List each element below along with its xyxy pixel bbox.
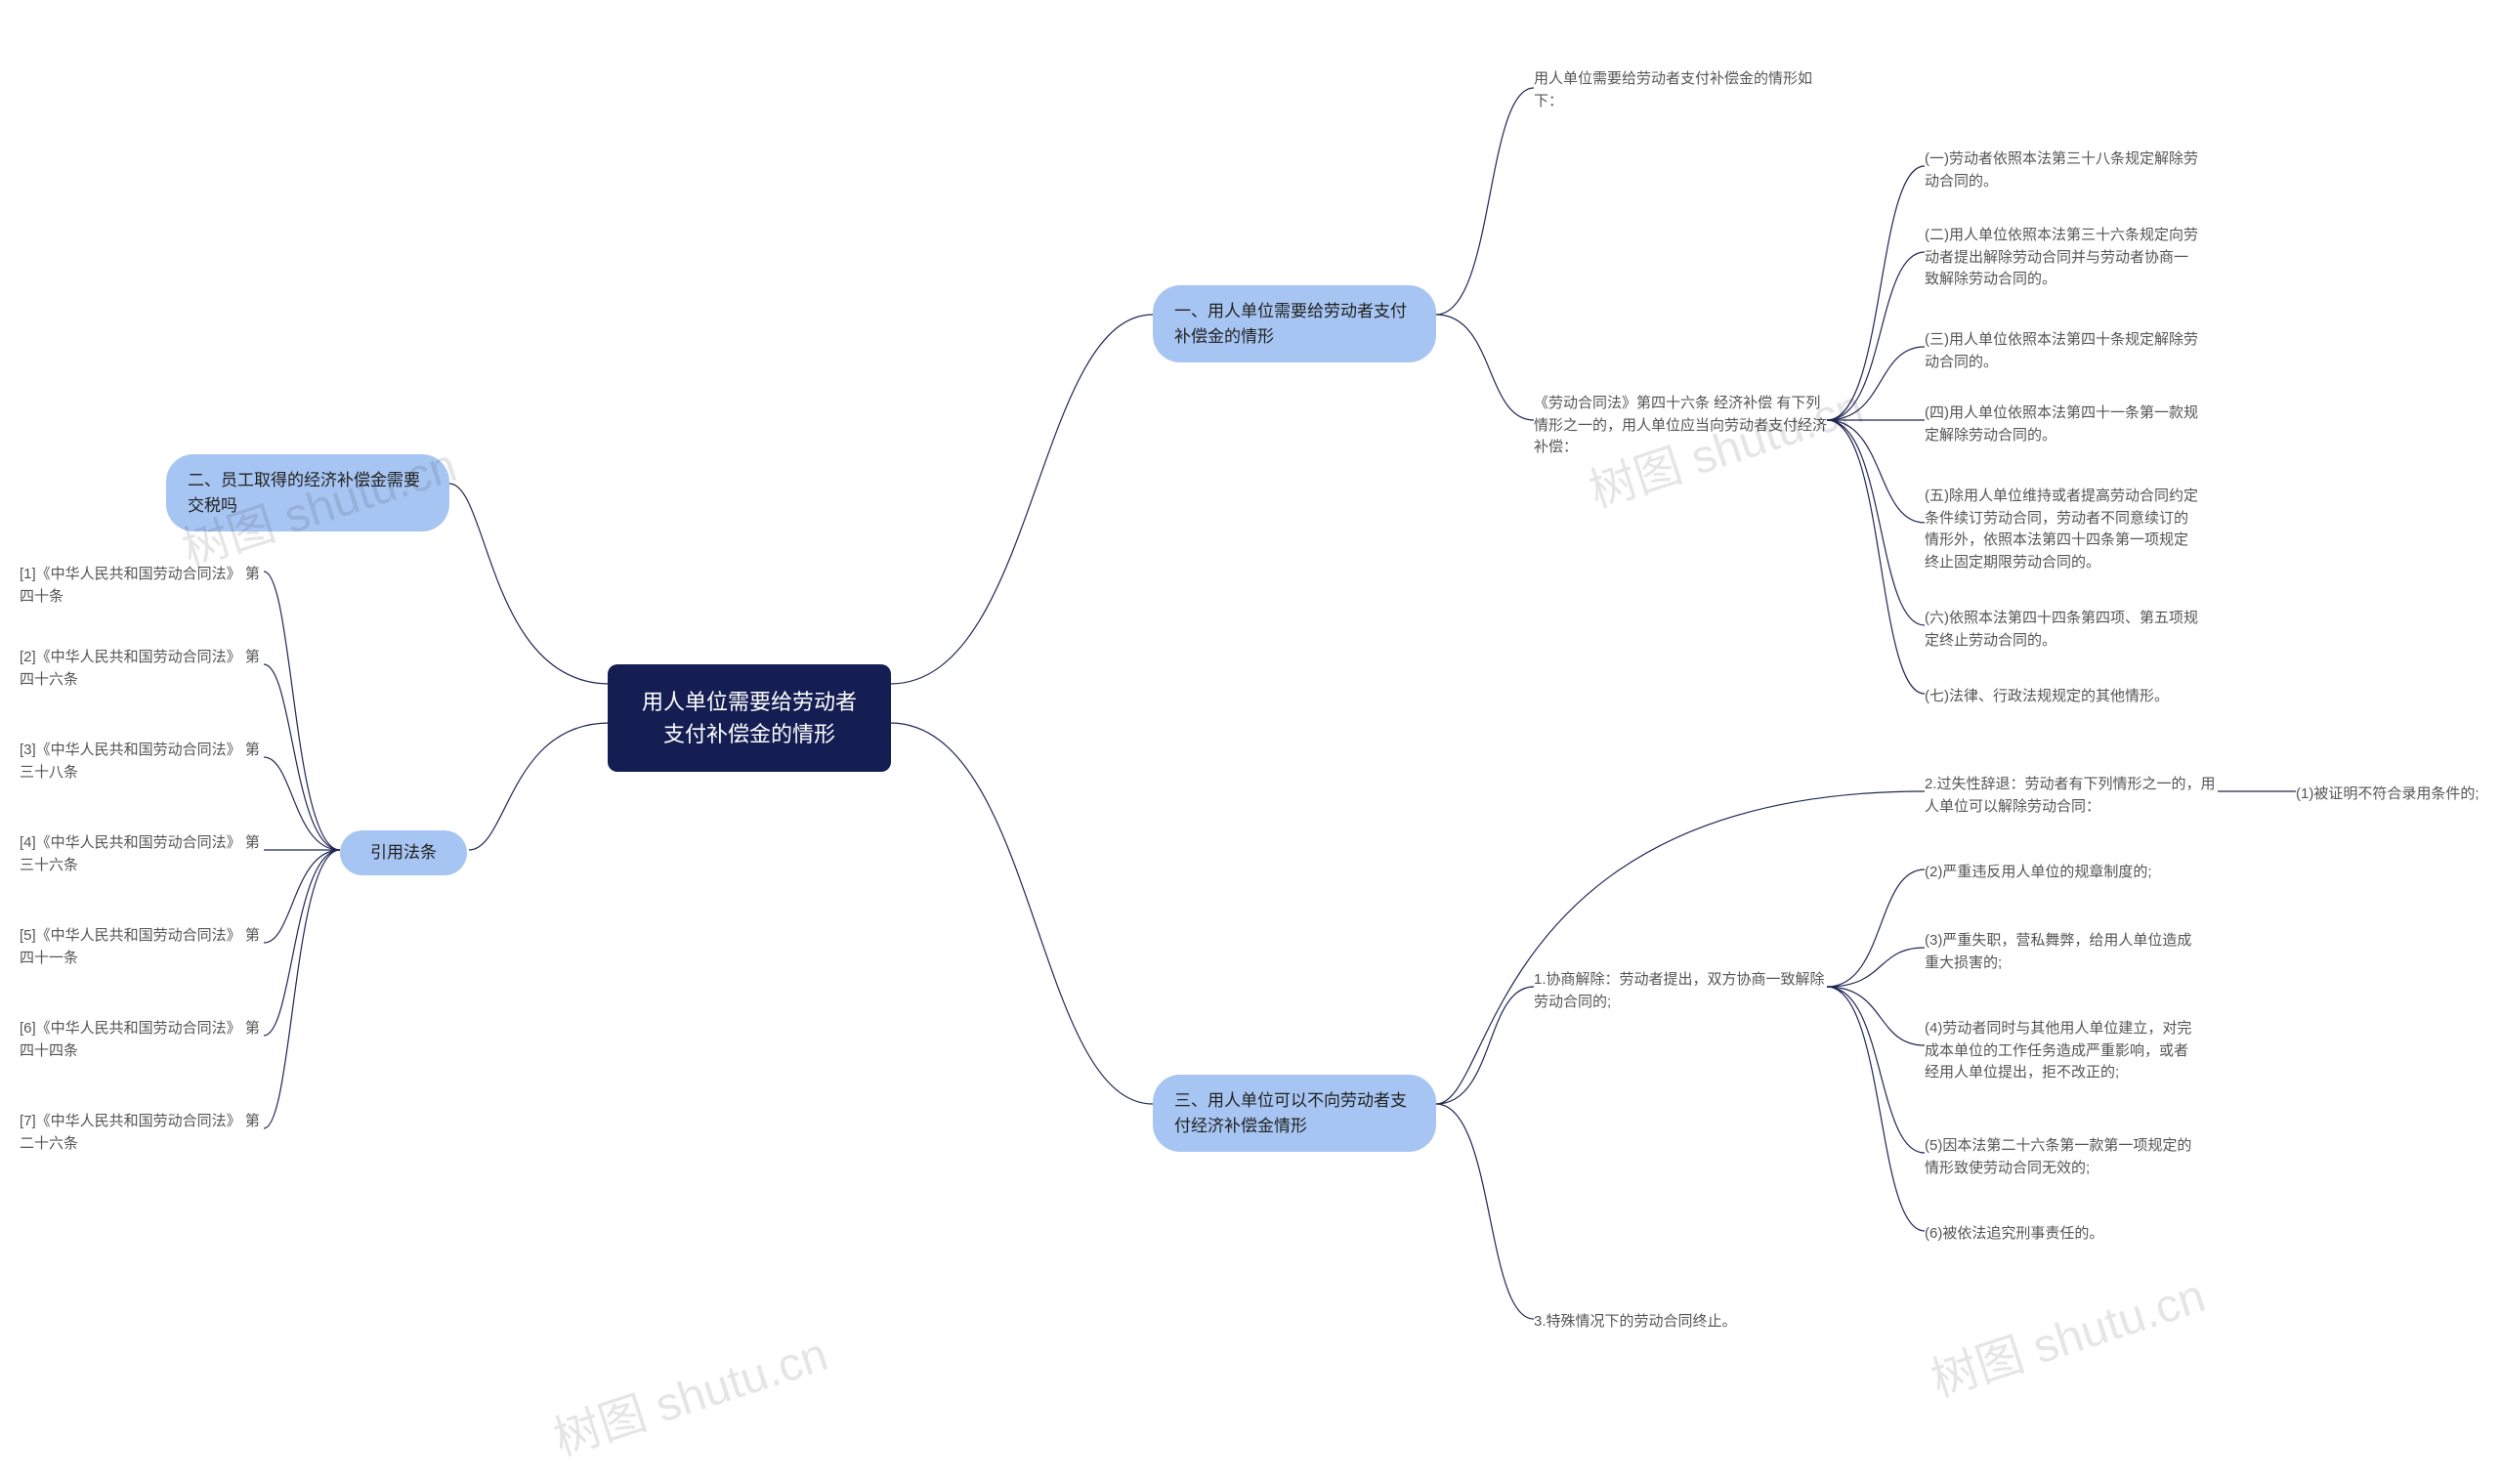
- leaf-text: (4)劳动者同时与其他用人单位建立，对完成本单位的工作任务造成严重影响，或者经用…: [1925, 1020, 2191, 1081]
- leaf-text: 3.特殊情况下的劳动合同终止。: [1534, 1313, 1737, 1330]
- leaf-node[interactable]: (5)因本法第二十六条第一款第一项规定的情形致使劳动合同无效的;: [1925, 1133, 2198, 1181]
- leaf-node[interactable]: [2]《中华人民共和国劳动合同法》 第四十六条: [20, 645, 264, 693]
- leaf-node[interactable]: (一)劳动者依照本法第三十八条规定解除劳动合同的。: [1925, 147, 2198, 194]
- leaf-text: 2.过失性辞退：劳动者有下列情形之一的，用人单位可以解除劳动合同：: [1925, 776, 2216, 815]
- watermark: 树图 shutu.cn: [543, 1316, 834, 1468]
- leaf-node[interactable]: (七)法律、行政法规规定的其他情形。: [1925, 684, 2198, 710]
- leaf-text: (五)除用人单位维持或者提高劳动合同约定条件续订劳动合同，劳动者不同意续订的情形…: [1925, 488, 2198, 571]
- leaf-node[interactable]: (六)依照本法第四十四条第四项、第五项规定终止劳动合同的。: [1925, 606, 2198, 654]
- leaf-text: (四)用人单位依照本法第四十一条第一款规定解除劳动合同的。: [1925, 404, 2198, 444]
- leaf-node[interactable]: (1)被证明不符合录用条件的;: [2296, 782, 2491, 808]
- leaf-text: 《劳动合同法》第四十六条 经济补偿 有下列情形之一的，用人单位应当向劳动者支付经…: [1534, 395, 1827, 455]
- leaf-node[interactable]: 1.协商解除：劳动者提出，双方协商一致解除劳动合同的;: [1534, 967, 1827, 1015]
- leaf-text: (2)严重违反用人单位的规章制度的;: [1925, 864, 2152, 880]
- leaf-text: 1.协商解除：劳动者提出，双方协商一致解除劳动合同的;: [1534, 971, 1825, 1010]
- leaf-text: (一)劳动者依照本法第三十八条规定解除劳动合同的。: [1925, 150, 2198, 190]
- root-label: 用人单位需要给劳动者支付补偿金的情形: [642, 690, 857, 746]
- leaf-text: [7]《中华人民共和国劳动合同法》 第二十六条: [20, 1113, 260, 1152]
- leaf-node[interactable]: (3)严重失职，营私舞弊，给用人单位造成重大损害的;: [1925, 928, 2198, 976]
- leaf-node[interactable]: [6]《中华人民共和国劳动合同法》 第四十四条: [20, 1016, 264, 1064]
- leaf-text: [4]《中华人民共和国劳动合同法》 第三十六条: [20, 834, 260, 873]
- leaf-node[interactable]: (五)除用人单位维持或者提高劳动合同约定条件续订劳动合同，劳动者不同意续订的情形…: [1925, 484, 2198, 575]
- leaf-text: (1)被证明不符合录用条件的;: [2296, 785, 2480, 802]
- leaf-node[interactable]: (4)劳动者同时与其他用人单位建立，对完成本单位的工作任务造成严重影响，或者经用…: [1925, 1016, 2198, 1086]
- leaf-node[interactable]: (6)被依法追究刑事责任的。: [1925, 1221, 2198, 1248]
- leaf-node[interactable]: (三)用人单位依照本法第四十条规定解除劳动合同的。: [1925, 327, 2198, 375]
- leaf-text: [3]《中华人民共和国劳动合同法》 第三十八条: [20, 742, 260, 781]
- leaf-node[interactable]: (2)严重违反用人单位的规章制度的;: [1925, 860, 2198, 886]
- leaf-text: [5]《中华人民共和国劳动合同法》 第四十一条: [20, 927, 260, 966]
- leaf-text: (6)被依法追究刑事责任的。: [1925, 1225, 2103, 1242]
- leaf-text: (5)因本法第二十六条第一款第一项规定的情形致使劳动合同无效的;: [1925, 1137, 2191, 1176]
- leaf-node[interactable]: [3]《中华人民共和国劳动合同法》 第三十八条: [20, 738, 264, 785]
- leaf-text: 用人单位需要给劳动者支付补偿金的情形如下：: [1534, 70, 1812, 109]
- branch-label: 二、员工取得的经济补偿金需要交税吗: [188, 471, 420, 515]
- branch-label: 三、用人单位可以不向劳动者支付经济补偿金情形: [1174, 1091, 1407, 1135]
- leaf-node[interactable]: [4]《中华人民共和国劳动合同法》 第三十六条: [20, 830, 264, 878]
- leaf-text: [6]《中华人民共和国劳动合同法》 第四十四条: [20, 1020, 260, 1059]
- leaf-text: [2]《中华人民共和国劳动合同法》 第四十六条: [20, 649, 260, 688]
- leaf-node[interactable]: 《劳动合同法》第四十六条 经济补偿 有下列情形之一的，用人单位应当向劳动者支付经…: [1534, 391, 1827, 461]
- root-node[interactable]: 用人单位需要给劳动者支付补偿金的情形: [608, 664, 891, 772]
- leaf-node[interactable]: 用人单位需要给劳动者支付补偿金的情形如下：: [1534, 66, 1827, 114]
- leaf-node[interactable]: (二)用人单位依照本法第三十六条规定向劳动者提出解除劳动合同并与劳动者协商一致解…: [1925, 223, 2198, 293]
- leaf-text: [1]《中华人民共和国劳动合同法》 第四十条: [20, 566, 260, 605]
- leaf-text: (七)法律、行政法规规定的其他情形。: [1925, 688, 2169, 704]
- watermark: 树图 shutu.cn: [1921, 1257, 2212, 1410]
- leaf-text: (3)严重失职，营私舞弊，给用人单位造成重大损害的;: [1925, 932, 2191, 971]
- leaf-node[interactable]: [7]《中华人民共和国劳动合同法》 第二十六条: [20, 1109, 264, 1157]
- branch-node-3[interactable]: 三、用人单位可以不向劳动者支付经济补偿金情形: [1153, 1075, 1436, 1152]
- branch-node-1[interactable]: 一、用人单位需要给劳动者支付补偿金的情形: [1153, 285, 1436, 362]
- branch-node-refs[interactable]: 引用法条: [340, 830, 467, 875]
- leaf-text: (三)用人单位依照本法第四十条规定解除劳动合同的。: [1925, 331, 2198, 370]
- branch-node-2[interactable]: 二、员工取得的经济补偿金需要交税吗: [166, 454, 449, 531]
- leaf-node[interactable]: 3.特殊情况下的劳动合同终止。: [1534, 1309, 1827, 1336]
- leaf-node[interactable]: [1]《中华人民共和国劳动合同法》 第四十条: [20, 562, 264, 610]
- leaf-node[interactable]: (四)用人单位依照本法第四十一条第一款规定解除劳动合同的。: [1925, 401, 2198, 448]
- leaf-node[interactable]: [5]《中华人民共和国劳动合同法》 第四十一条: [20, 923, 264, 971]
- leaf-node[interactable]: 2.过失性辞退：劳动者有下列情形之一的，用人单位可以解除劳动合同：: [1925, 772, 2218, 820]
- branch-label: 一、用人单位需要给劳动者支付补偿金的情形: [1174, 302, 1407, 346]
- leaf-text: (六)依照本法第四十四条第四项、第五项规定终止劳动合同的。: [1925, 610, 2198, 649]
- leaf-text: (二)用人单位依照本法第三十六条规定向劳动者提出解除劳动合同并与劳动者协商一致解…: [1925, 227, 2198, 287]
- branch-label: 引用法条: [370, 843, 437, 862]
